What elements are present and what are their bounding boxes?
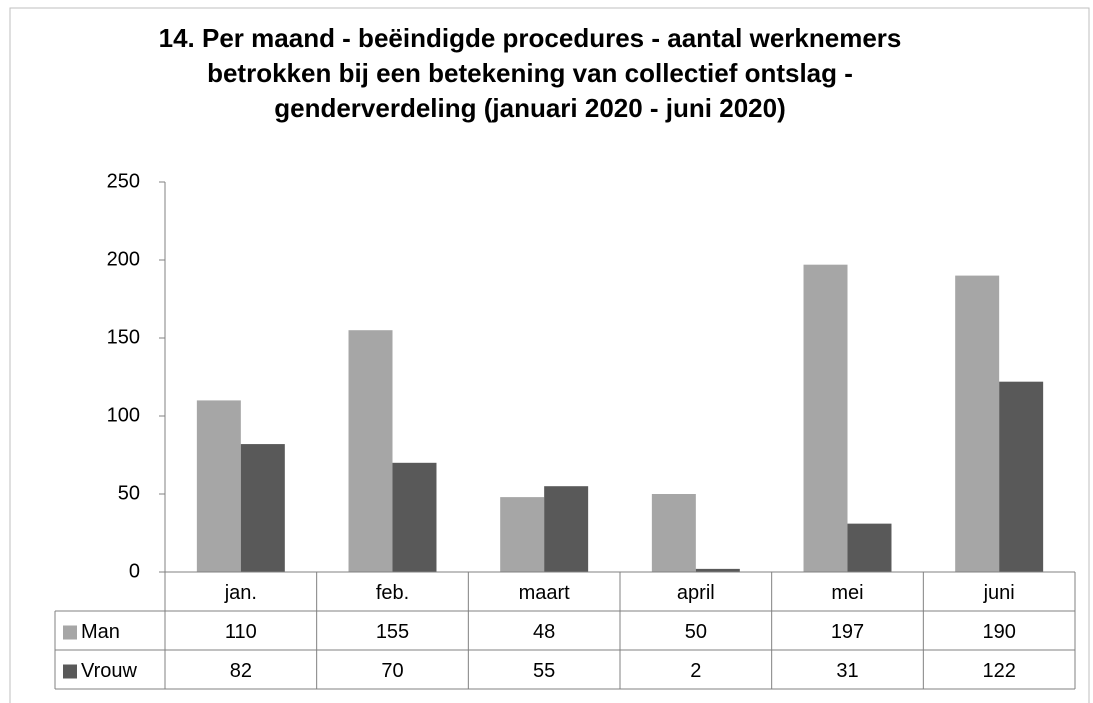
- chart-title: genderverdeling (januari 2020 - juni 202…: [274, 93, 786, 123]
- table-value: 122: [982, 660, 1015, 682]
- legend-swatch: [63, 664, 77, 679]
- table-value: 110: [225, 621, 257, 643]
- y-tick-label: 250: [107, 170, 140, 192]
- bar: [348, 330, 393, 572]
- x-tick-label: feb.: [376, 582, 409, 604]
- legend-swatch: [63, 625, 77, 640]
- x-tick-label: juni: [983, 582, 1015, 604]
- bar: [955, 275, 1000, 572]
- table-value: 55: [533, 660, 555, 682]
- y-tick-label: 0: [129, 560, 140, 582]
- bar: [847, 523, 892, 572]
- bar: [803, 264, 848, 572]
- x-tick-label: jan.: [224, 582, 257, 604]
- bar: [544, 486, 589, 572]
- y-tick-label: 100: [107, 404, 140, 426]
- chart-title: 14. Per maand - beëindigde procedures - …: [159, 23, 902, 53]
- bar: [651, 494, 696, 572]
- legend-label: Man: [81, 621, 120, 643]
- bar: [695, 568, 740, 572]
- table-value: 50: [685, 621, 707, 643]
- y-tick-label: 50: [118, 482, 140, 504]
- table-value: 31: [836, 660, 858, 682]
- chart-frame: [9, 7, 1090, 703]
- table-value: 190: [982, 621, 1015, 643]
- table-value: 70: [381, 660, 403, 682]
- legend-label: Vrouw: [81, 660, 138, 682]
- bar: [999, 381, 1044, 572]
- table-value: 48: [533, 621, 555, 643]
- x-tick-label: april: [677, 582, 715, 604]
- bar: [392, 462, 437, 572]
- y-tick-label: 150: [107, 326, 140, 348]
- bar: [500, 497, 545, 572]
- bar: [240, 444, 285, 572]
- x-tick-label: maart: [519, 582, 571, 604]
- table-value: 197: [831, 621, 864, 643]
- x-tick-label: mei: [831, 582, 863, 604]
- table-value: 82: [230, 660, 252, 682]
- table-value: 155: [376, 621, 409, 643]
- table-value: 2: [690, 660, 701, 682]
- y-tick-label: 200: [107, 248, 140, 270]
- bar: [196, 400, 241, 572]
- chart-title: betrokken bij een betekening van collect…: [207, 58, 853, 88]
